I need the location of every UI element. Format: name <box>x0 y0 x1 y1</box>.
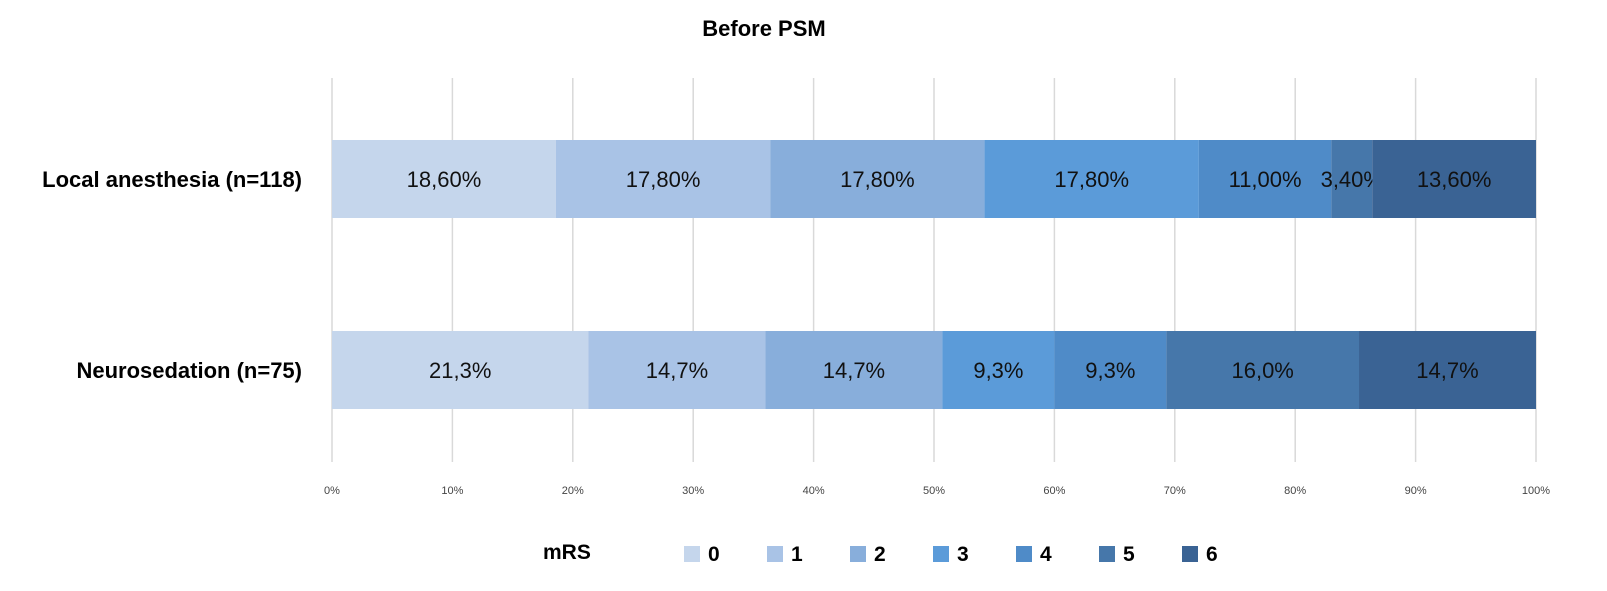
chart-title: Before PSM <box>702 16 825 41</box>
bar-segment <box>1331 140 1373 218</box>
bar-segment <box>555 140 771 218</box>
legend-label: 2 <box>874 543 886 566</box>
bar-segment <box>1166 331 1360 409</box>
data-label: 9,3% <box>973 358 1023 383</box>
legend-swatch <box>850 546 866 562</box>
category-labels: Local anesthesia (n=118) Neurosedation (n… <box>42 167 302 383</box>
bar-segment <box>984 140 1199 218</box>
bar-segment <box>770 140 985 218</box>
x-tick-label: 20% <box>562 485 584 497</box>
legend-label: 6 <box>1206 543 1218 566</box>
x-tick-label: 60% <box>1043 485 1065 497</box>
legend: mRS 0 1 2 3 4 5 6 <box>543 541 1218 566</box>
legend-swatch <box>1016 546 1032 562</box>
x-tick-label: 10% <box>441 485 463 497</box>
x-tick-label: 70% <box>1164 485 1186 497</box>
x-tick-label: 30% <box>682 485 704 497</box>
bars: 18,60% 17,80% 17,80% 17,80% 11,00% 3,40% 13,60… <box>332 140 1536 409</box>
legend-label: 1 <box>791 543 803 566</box>
data-label: 13,60% <box>1417 167 1492 192</box>
x-tick-label: 0% <box>324 485 340 497</box>
data-label: 18,60% <box>407 167 482 192</box>
x-tick-label: 100% <box>1522 485 1550 497</box>
legend-label: 0 <box>708 543 720 566</box>
bar-segment <box>765 331 943 409</box>
bar-segment <box>1359 331 1536 409</box>
data-label: 17,80% <box>1054 167 1129 192</box>
data-label: 21,3% <box>429 358 491 383</box>
legend-swatch <box>1099 546 1115 562</box>
x-tick-label: 80% <box>1284 485 1306 497</box>
bar-segment <box>332 331 589 409</box>
bar-segment <box>1372 140 1536 218</box>
data-label: 14,7% <box>646 358 708 383</box>
bar-segment <box>942 331 1055 409</box>
legend-title: mRS <box>543 541 591 564</box>
data-label: 16,0% <box>1231 358 1293 383</box>
data-label: 17,80% <box>626 167 701 192</box>
legend-swatch <box>1182 546 1198 562</box>
bar-segment <box>588 331 766 409</box>
bar-segment <box>1054 331 1167 409</box>
x-axis-ticks: 0% 10% 20% 30% 40% 50% 60% 70% 80% 90% 100% <box>324 485 1550 497</box>
data-label: 11,00% <box>1229 167 1302 192</box>
legend-label: 3 <box>957 543 969 566</box>
x-tick-label: 50% <box>923 485 945 497</box>
bar-segment <box>1198 140 1332 218</box>
x-tick-label: 40% <box>803 485 825 497</box>
data-label: 17,80% <box>840 167 915 192</box>
category-label: Local anesthesia (n=118) <box>42 167 302 192</box>
data-label: 14,7% <box>823 358 885 383</box>
legend-swatch <box>933 546 949 562</box>
legend-swatch <box>767 546 783 562</box>
legend-label: 4 <box>1040 543 1052 566</box>
bar-segment <box>332 140 556 218</box>
legend-swatch <box>684 546 700 562</box>
legend-label: 5 <box>1123 543 1135 566</box>
data-label: 9,3% <box>1085 358 1135 383</box>
category-label: Neurosedation (n=75) <box>76 358 302 383</box>
data-label: 14,7% <box>1416 358 1478 383</box>
x-tick-label: 90% <box>1405 485 1427 497</box>
